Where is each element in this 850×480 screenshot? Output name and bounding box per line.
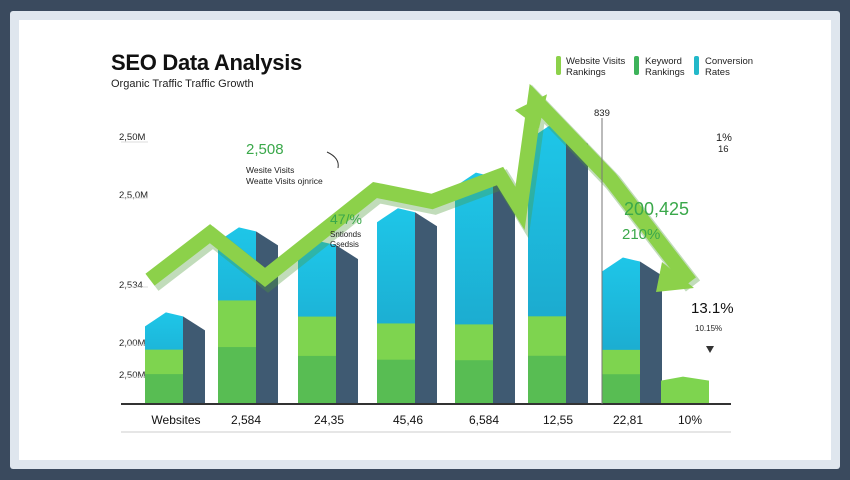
legend-swatch-conversion-rates	[694, 56, 699, 75]
legend-item-website-visits: Website Visits Rankings	[566, 56, 625, 78]
bars	[145, 126, 709, 404]
bar-side	[256, 231, 278, 404]
legend-label: Rankings	[645, 67, 685, 78]
bar-7	[661, 376, 709, 404]
legend-label: Keyword	[645, 56, 682, 67]
annotation-1-line2: Weatte Visits ojnrice	[246, 176, 323, 186]
annotation-3-sub: 210%	[622, 226, 661, 243]
bar-2	[298, 241, 358, 404]
top-marker: 839	[594, 108, 610, 119]
trend-arrowhead-down	[656, 262, 694, 293]
chart-subtitle: Organic Traffic Traffic Growth	[111, 78, 254, 90]
legend-item-keyword-rankings: Keyword Rankings	[645, 56, 685, 78]
annotation-4-sub: 10.15%	[695, 324, 723, 333]
y-tick: 2,5,0M	[119, 190, 149, 201]
legend-swatch-website-visits	[556, 56, 561, 75]
gridlines	[121, 141, 148, 378]
bar-side	[415, 212, 437, 404]
x-tick-label: 6,584	[468, 413, 500, 427]
x-tick-label: Websites	[151, 413, 201, 427]
bar-6	[602, 257, 662, 404]
annotation-2-line1: Sntionds	[330, 230, 362, 239]
down-arrow-icon	[706, 346, 714, 353]
bar-0	[145, 312, 205, 404]
trend-line	[145, 83, 701, 293]
legend-label: Rankings	[566, 67, 606, 78]
y-tick-right: 16	[718, 144, 729, 155]
x-tick-label: 12,55	[542, 413, 574, 427]
bar-green-lower	[145, 374, 183, 404]
annotation-2-line2: Gsedsis	[330, 240, 359, 249]
y-tick: 2,534	[119, 280, 143, 291]
annotation-1-line1: Wesite Visits	[246, 165, 295, 175]
x-tick-label: 2,584	[230, 413, 262, 427]
annotation-leader	[326, 151, 339, 169]
trend-arrowhead-up	[515, 94, 547, 129]
bar-side	[566, 130, 588, 404]
trend-path	[145, 83, 696, 287]
bar-green-lower	[602, 374, 640, 404]
annotation-2-value: 47/%	[330, 211, 362, 227]
chart-title: SEO Data Analysis	[111, 50, 302, 75]
bar-5	[528, 126, 588, 404]
y-tick-right: 1%	[716, 132, 732, 144]
y-tick: 2,50M	[119, 370, 146, 381]
bar-flat	[661, 376, 709, 404]
y-tick: 2,50M	[119, 132, 146, 143]
bar-3	[377, 208, 437, 404]
annotation-4-value: 13.1%	[691, 300, 734, 317]
bar-green-lower	[218, 347, 256, 404]
legend-label: Rates	[705, 67, 730, 78]
annotation-3-value: 200,425	[624, 199, 690, 219]
x-tick-label: 45,46	[392, 413, 424, 427]
legend-item-conversion-rates: Conversion Rates	[705, 56, 753, 78]
bar-green-lower	[377, 359, 415, 404]
legend-label: Website Visits	[566, 56, 626, 67]
bar-green-lower	[528, 355, 566, 404]
y-tick: 2,00M	[119, 338, 146, 349]
x-tick-label: 10%	[677, 413, 703, 427]
legend-swatch-keyword-rankings	[634, 56, 639, 75]
bar-side	[336, 245, 358, 404]
bar-side	[640, 261, 662, 404]
bar-green-lower	[455, 360, 493, 404]
bar-green-lower	[298, 355, 336, 404]
bar-side	[493, 176, 515, 404]
x-tick-label: 24,35	[313, 413, 345, 427]
bar-side	[183, 316, 205, 404]
annotation-1-value: 2,508	[246, 141, 284, 158]
x-tick-label: 22,81	[612, 413, 644, 427]
legend-label: Conversion	[705, 56, 754, 67]
bar-4	[455, 172, 515, 404]
